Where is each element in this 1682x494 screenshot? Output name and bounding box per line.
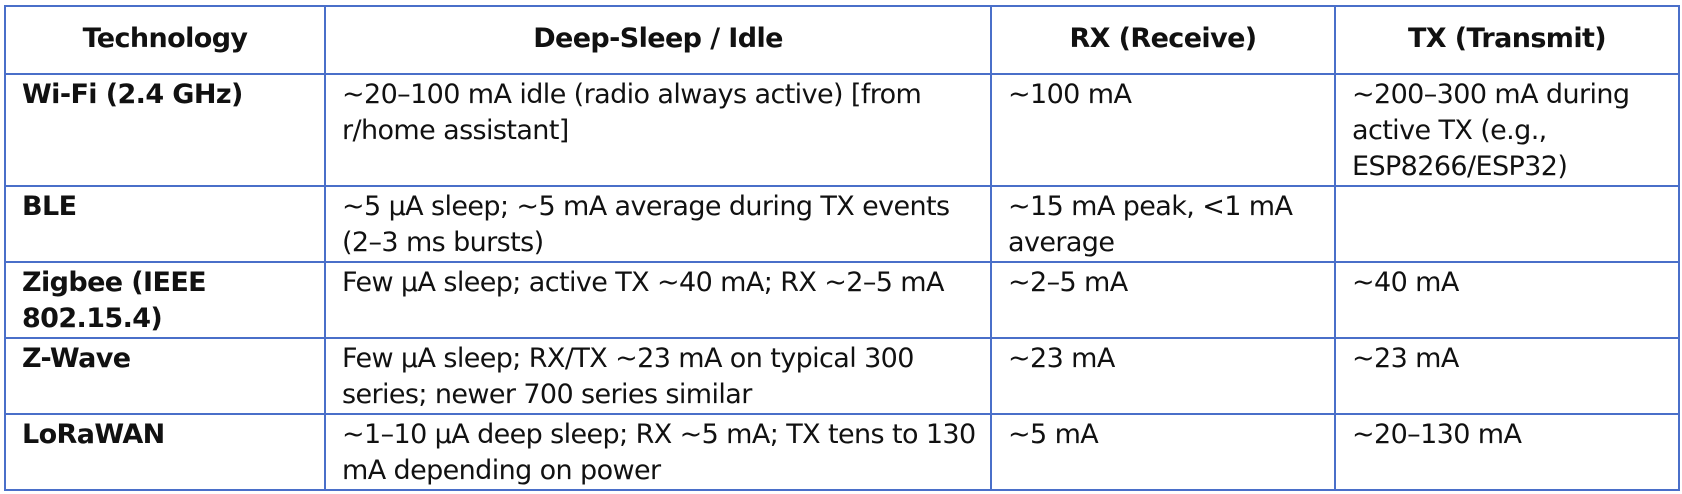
idle-cell: Few µA sleep; RX/TX ~23 mA on typical 30… (324, 337, 992, 415)
tx-cell: ~200–300 mA during active TX (e.g., ESP8… (1334, 73, 1680, 187)
idle-cell: ~20–100 mA idle (radio always active) [f… (324, 73, 992, 187)
table-row: Zigbee (IEEE 802.15.4) Few µA sleep; act… (4, 261, 1680, 339)
rx-cell: ~23 mA (990, 337, 1336, 415)
tx-cell: ~40 mA (1334, 261, 1680, 339)
comparison-table: Technology Deep-Sleep / Idle RX (Receive… (4, 5, 1680, 491)
tx-cell: ~20–130 mA (1334, 413, 1680, 491)
header-row: Technology Deep-Sleep / Idle RX (Receive… (4, 5, 1680, 75)
header-technology: Technology (4, 5, 326, 75)
tx-cell (1334, 185, 1680, 263)
tx-cell: ~23 mA (1334, 337, 1680, 415)
rx-cell: ~15 mA peak, <1 mA average (990, 185, 1336, 263)
rx-cell: ~2–5 mA (990, 261, 1336, 339)
technology-cell: Wi-Fi (2.4 GHz) (4, 73, 326, 187)
table-row: Wi-Fi (2.4 GHz) ~20–100 mA idle (radio a… (4, 73, 1680, 187)
technology-cell: Zigbee (IEEE 802.15.4) (4, 261, 326, 339)
technology-cell: BLE (4, 185, 326, 263)
table-row: LoRaWAN ~1–10 µA deep sleep; RX ~5 mA; T… (4, 413, 1680, 491)
table-row: Z-Wave Few µA sleep; RX/TX ~23 mA on typ… (4, 337, 1680, 415)
technology-cell: LoRaWAN (4, 413, 326, 491)
idle-cell: ~5 µA sleep; ~5 mA average during TX eve… (324, 185, 992, 263)
header-deep-sleep-idle: Deep-Sleep / Idle (324, 5, 992, 75)
idle-cell: Few µA sleep; active TX ~40 mA; RX ~2–5 … (324, 261, 992, 339)
rx-cell: ~5 mA (990, 413, 1336, 491)
rx-cell: ~100 mA (990, 73, 1336, 187)
technology-cell: Z-Wave (4, 337, 326, 415)
idle-cell: ~1–10 µA deep sleep; RX ~5 mA; TX tens t… (324, 413, 992, 491)
header-tx: TX (Transmit) (1334, 5, 1680, 75)
header-rx: RX (Receive) (990, 5, 1336, 75)
table-row: BLE ~5 µA sleep; ~5 mA average during TX… (4, 185, 1680, 263)
